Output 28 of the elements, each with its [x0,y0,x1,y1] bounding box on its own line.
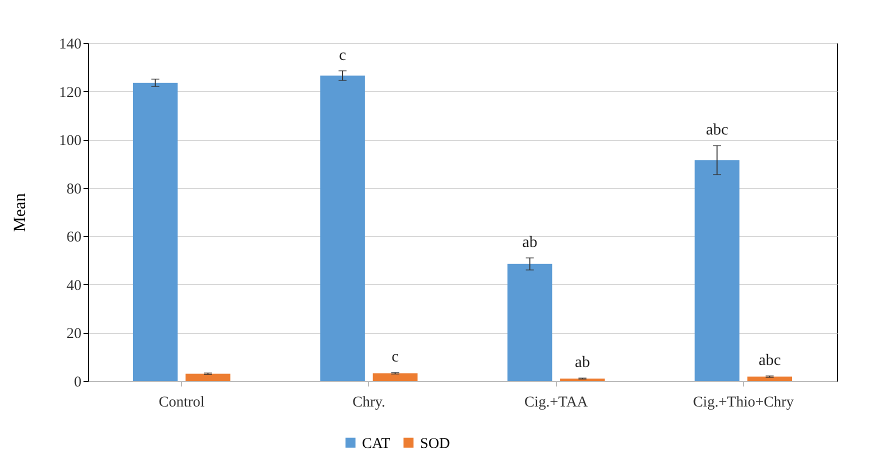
y-tick-label: 40 [66,278,82,294]
x-tick-label: Chry. [352,394,386,410]
annotation: c [392,348,399,366]
y-tick-label: 80 [66,181,82,198]
y-tick-label: 60 [66,230,82,246]
y-tick-label: 100 [59,133,82,150]
annotation: c [339,46,346,64]
y-tick-label: 0 [74,374,82,390]
x-tick-label: Cig.+TAA [524,394,588,410]
bar [320,76,365,381]
bar [372,373,418,381]
x-tick-label: Control [158,394,205,410]
bar [694,160,740,381]
bar [132,82,178,381]
y-axis-title: Mean [10,192,29,232]
legend-label: SOD [420,436,450,452]
bar [507,264,552,381]
y-tick-label: 140 [59,36,82,52]
bar [186,374,230,381]
annotation: abc [758,352,781,369]
annotation: ab [522,234,538,251]
annotation: ab [574,354,590,372]
legend-label: CAT [362,436,390,452]
bar [747,376,792,381]
annotation: abc [706,122,728,139]
y-tick-label: 20 [66,326,82,342]
y-tick-label: 120 [59,84,82,101]
x-tick-label: Cig.+Thio+Chry [693,394,794,410]
